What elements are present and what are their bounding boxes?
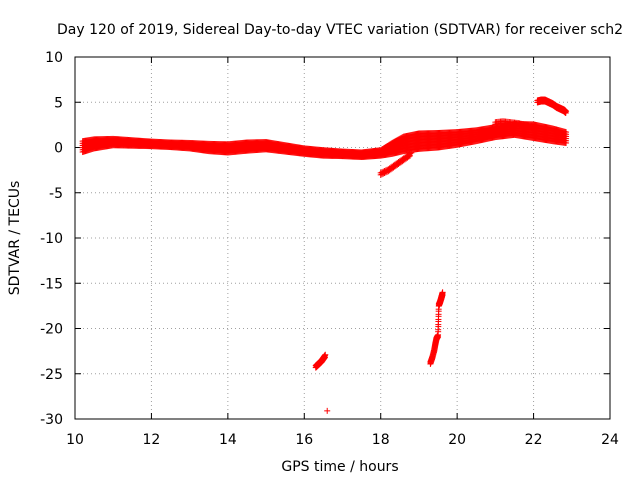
- y-tick-label: -15: [40, 276, 63, 292]
- y-tick-label: -30: [40, 412, 63, 428]
- x-tick-label: 18: [372, 432, 390, 448]
- data-points: [79, 96, 570, 414]
- y-tick-label: 10: [45, 50, 63, 66]
- y-tick-label: -5: [49, 186, 63, 202]
- x-axis-label: GPS time / hours: [281, 459, 398, 475]
- chart-title: Day 120 of 2019, Sidereal Day-to-day VTE…: [57, 22, 623, 38]
- y-tick-label: -25: [40, 367, 63, 383]
- x-tick-label: 10: [66, 432, 84, 448]
- ticks: 10 12 14 16 18 20 22 24 10 5 0 -5 -10 -15 -20 -25 -30: [40, 50, 619, 448]
- y-tick-label: -10: [40, 231, 63, 247]
- x-tick-label: 22: [525, 432, 543, 448]
- x-tick-label: 20: [448, 432, 466, 448]
- grid: [75, 57, 610, 419]
- x-tick-label: 16: [295, 432, 313, 448]
- x-tick-label: 12: [143, 432, 161, 448]
- y-tick-label: 0: [54, 141, 63, 157]
- x-tick-label: 14: [219, 432, 237, 448]
- y-axis-label: SDTVAR / TECUs: [7, 181, 23, 296]
- y-tick-label: -20: [40, 322, 63, 338]
- x-tick-label: 24: [601, 432, 619, 448]
- y-tick-label: 5: [54, 95, 63, 111]
